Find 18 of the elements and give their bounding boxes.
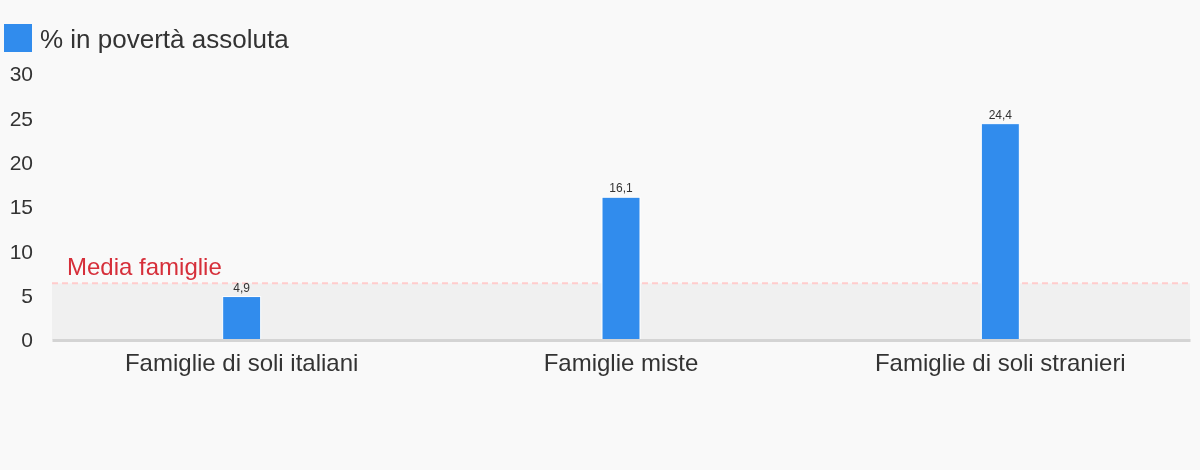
y-tick-label: 30 bbox=[9, 62, 33, 86]
bar bbox=[601, 196, 641, 341]
x-tick-label: Famiglie di soli italiani bbox=[124, 349, 359, 377]
y-tick-label: 15 bbox=[9, 195, 33, 219]
y-tick-label: 20 bbox=[9, 150, 33, 174]
y-tick-label: 5 bbox=[21, 283, 33, 307]
x-tick-label: Famiglie miste bbox=[543, 349, 699, 377]
data-label: 4,9 bbox=[233, 280, 251, 295]
y-tick-label: 25 bbox=[9, 106, 33, 130]
legend-label: % in povertà assoluta bbox=[40, 24, 290, 54]
bar bbox=[222, 296, 262, 341]
bar bbox=[980, 123, 1020, 341]
data-label: 24,4 bbox=[988, 107, 1013, 122]
y-tick-label: 0 bbox=[21, 328, 33, 352]
x-tick-label: Famiglie di soli stranieri bbox=[874, 349, 1126, 377]
y-tick-label: 10 bbox=[9, 239, 33, 263]
data-label: 16,1 bbox=[609, 181, 633, 196]
ref-line-label: Media famiglie bbox=[67, 253, 222, 281]
